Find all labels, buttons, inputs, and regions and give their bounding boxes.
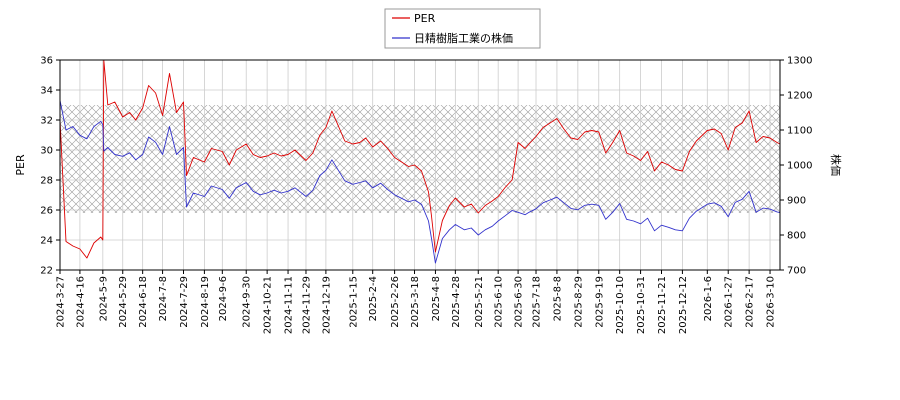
- x-tick-label-28: 2025-10-31: [636, 276, 647, 334]
- x-tick-label-26: 2025-9-19: [594, 276, 605, 328]
- right-tick-label-0: 700: [787, 266, 806, 277]
- left-tick-label-4: 30: [40, 146, 53, 157]
- x-tick-label-12: 2024-11-29: [302, 276, 313, 334]
- right-tick-label-5: 1200: [787, 91, 812, 102]
- x-tick-label-23: 2025-7-18: [532, 276, 543, 328]
- x-tick-label-21: 2025-6-10: [494, 276, 505, 328]
- x-tick-label-19: 2025-4-28: [451, 276, 462, 328]
- x-tick-label-0: 2024-3-27: [56, 276, 67, 328]
- right-tick-label-4: 1100: [787, 126, 812, 137]
- grid: [59, 59, 780, 271]
- x-tick-label-18: 2025-4-8: [431, 276, 442, 321]
- reference-band: [60, 105, 780, 213]
- x-tick-label-15: 2025-2-4: [368, 276, 379, 321]
- band-area: [60, 105, 780, 213]
- x-tick-label-16: 2025-2-26: [390, 276, 401, 328]
- right-y-axis: 700 800 900 1000 1100 1200 1300: [780, 56, 812, 277]
- x-tick-label-22: 2025-6-30: [514, 276, 525, 328]
- x-tick-label-27: 2025-10-10: [615, 276, 626, 334]
- stock-price-series-line: [59, 100, 781, 264]
- left-axis-title: PER: [14, 154, 27, 176]
- x-tick-label-31: 2026-1-6: [703, 276, 714, 321]
- x-tick-label-30: 2025-12-12: [678, 276, 689, 334]
- x-tick-label-33: 2026-2-17: [745, 276, 756, 328]
- x-tick-label-34: 2026-3-10: [766, 276, 777, 328]
- x-tick-label-11: 2024-11-11: [284, 276, 295, 334]
- right-tick-label-6: 1300: [787, 56, 812, 67]
- legend-label-price: 日精樹脂工業の株価: [414, 31, 513, 45]
- left-tick-label-0: 22: [40, 266, 53, 277]
- x-tick-label-10: 2024-10-21: [263, 276, 274, 334]
- left-y-axis: 22 24 26 28 30 32 34 36: [40, 56, 60, 277]
- x-tick-label-9: 2024-9-30: [242, 276, 253, 328]
- x-tick-label-5: 2024-7-8: [158, 276, 169, 321]
- left-tick-label-2: 26: [40, 206, 53, 217]
- left-tick-label-7: 36: [40, 56, 53, 67]
- x-tick-label-1: 2024-4-16: [75, 276, 86, 328]
- x-tick-label-7: 2024-8-19: [200, 276, 211, 328]
- legend-label-per: PER: [414, 12, 436, 25]
- right-tick-label-2: 900: [787, 196, 806, 207]
- left-tick-label-6: 34: [40, 86, 53, 97]
- x-tick-label-20: 2025-5-21: [474, 276, 485, 328]
- right-tick-label-3: 1000: [787, 161, 812, 172]
- x-tick-label-6: 2024-7-29: [179, 276, 190, 328]
- x-tick-label-32: 2026-1-27: [724, 276, 735, 328]
- right-tick-label-1: 800: [787, 231, 806, 242]
- x-tick-label-13: 2024-12-19: [321, 276, 332, 334]
- series: [59, 59, 781, 264]
- x-tick-label-29: 2025-11-21: [657, 276, 668, 334]
- x-tick-label-2: 2024-5-9: [98, 276, 109, 321]
- legend: PER 日精樹脂工業の株価: [384, 8, 541, 49]
- x-tick-label-8: 2024-9-6: [218, 276, 229, 321]
- per-series-line: [59, 59, 781, 259]
- left-tick-label-3: 28: [40, 176, 53, 187]
- x-tick-label-25: 2025-8-29: [573, 276, 584, 328]
- left-tick-label-1: 24: [40, 236, 53, 247]
- right-axis-title: 株価: [829, 154, 843, 176]
- x-tick-label-3: 2024-5-29: [118, 276, 129, 328]
- left-tick-label-5: 32: [40, 116, 53, 127]
- x-tick-label-24: 2025-8-8: [552, 276, 563, 321]
- x-tick-label-14: 2025-1-15: [348, 276, 359, 328]
- x-tick-label-17: 2025-3-18: [410, 276, 421, 328]
- x-tick-label-4: 2024-6-18: [138, 276, 149, 328]
- x-axis: 2024-3-27 2024-4-16 2024-5-9 2024-5-29 2024-…: [56, 270, 777, 334]
- legend-box: [384, 8, 541, 49]
